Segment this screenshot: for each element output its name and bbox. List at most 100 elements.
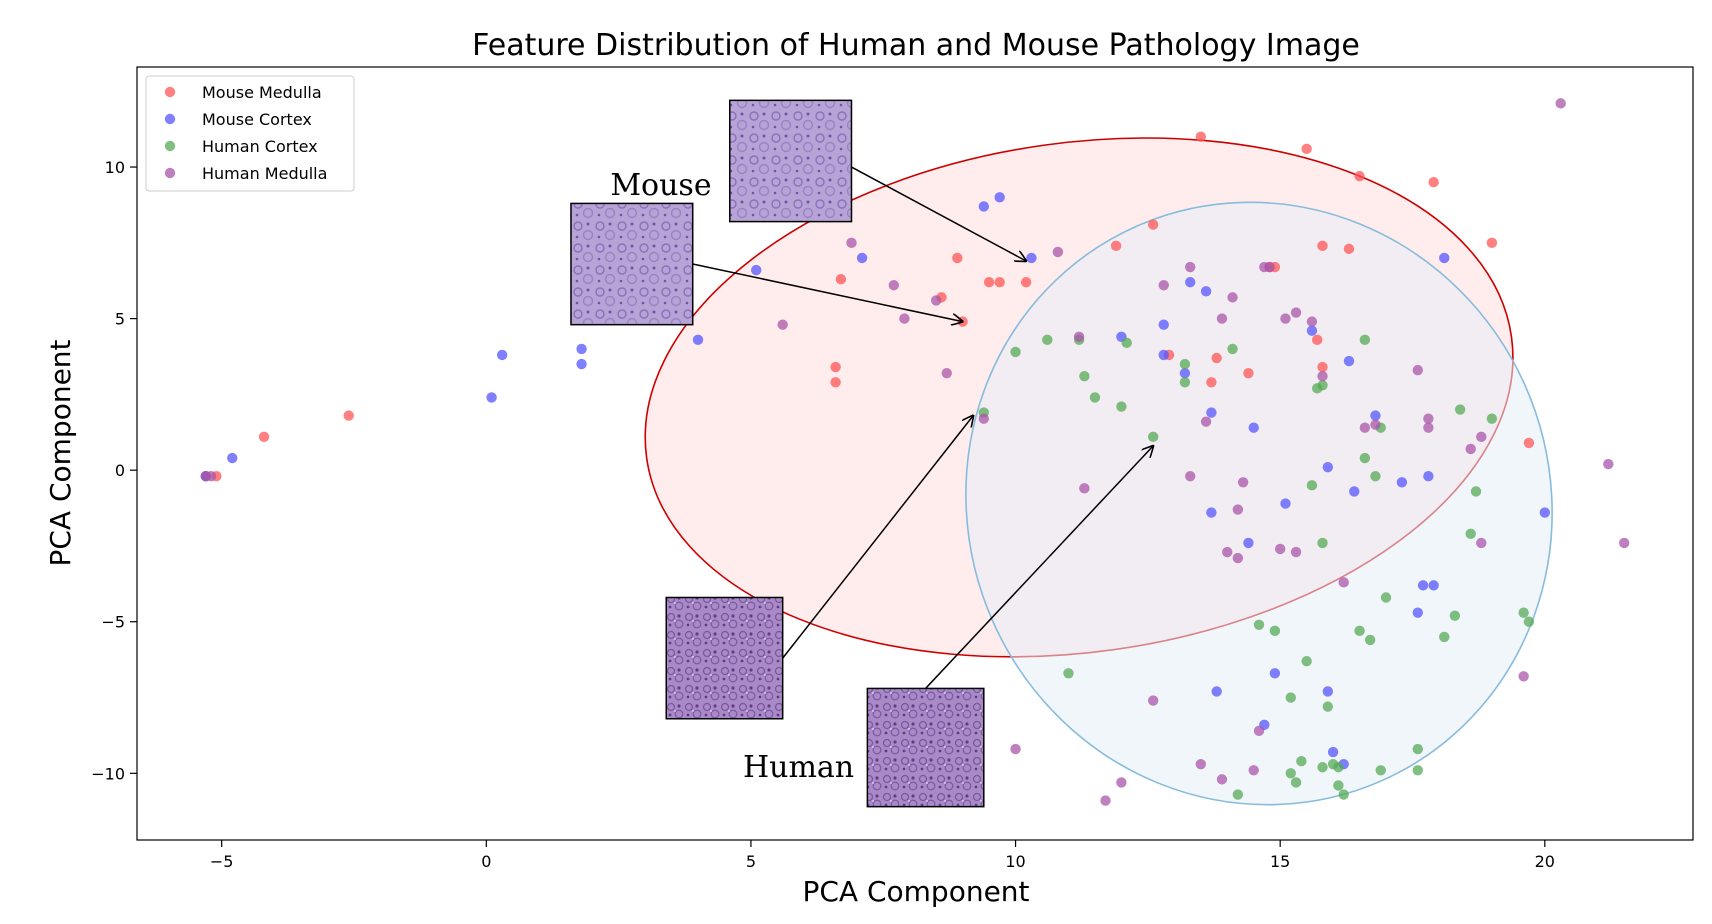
human-medulla-point — [1423, 413, 1434, 424]
mouse-cortex-point — [1396, 477, 1408, 488]
human-cortex-point — [1523, 616, 1535, 627]
human-cortex-point — [1454, 404, 1466, 415]
mouse-medulla-point — [1206, 377, 1217, 388]
human-medulla-point — [1232, 504, 1244, 515]
legend-marker — [164, 86, 176, 98]
human-cortex-point — [1359, 334, 1371, 346]
human-cortex-point — [1333, 780, 1344, 791]
human-medulla-point — [1603, 458, 1614, 470]
legend-marker — [164, 140, 176, 152]
mouse-cortex-point — [1248, 422, 1259, 433]
annotation-human: Human — [743, 750, 854, 785]
inset-image-1 — [729, 99, 853, 223]
mouse-cortex-point — [576, 358, 587, 370]
human-medulla-point — [1073, 331, 1085, 342]
mouse-cortex-point — [1412, 607, 1423, 618]
mouse-cortex-point — [1185, 277, 1196, 288]
x-tick-label: 15 — [1270, 852, 1290, 871]
human-cortex-point — [1010, 346, 1021, 358]
mouse-medulla-point — [1354, 170, 1365, 182]
mouse-cortex-point — [978, 201, 990, 212]
human-medulla-point — [1618, 537, 1630, 549]
mouse-cortex-point — [751, 264, 762, 276]
human-medulla-point — [1423, 422, 1434, 433]
human-medulla-point — [777, 319, 788, 330]
inset-image-2 — [570, 202, 694, 326]
legend: Mouse Medulla Mouse Cortex Human Cortex Hum… — [145, 75, 355, 192]
human-cortex-point — [1518, 607, 1529, 618]
human-medulla-point — [1370, 419, 1381, 430]
mouse-cortex-point — [1349, 486, 1360, 497]
mouse-cortex-point — [496, 349, 508, 361]
human-medulla-point — [1237, 477, 1249, 488]
human-cortex-point — [1486, 413, 1498, 424]
mouse-medulla-point — [830, 361, 841, 373]
human-cortex-point — [1121, 337, 1132, 349]
mouse-cortex-point — [1243, 537, 1254, 549]
human-cortex-point — [1306, 480, 1318, 491]
human-medulla-point — [1280, 313, 1291, 324]
human-cortex-point — [1359, 452, 1371, 464]
mouse-cortex-point — [994, 192, 1005, 203]
human-cortex-point — [1317, 380, 1328, 391]
y-tick-label: 0 — [115, 461, 125, 480]
mouse-cortex-point — [856, 252, 868, 264]
human-cortex-point — [1301, 655, 1312, 667]
mouse-medulla-point — [1312, 334, 1323, 346]
human-medulla-point — [1338, 577, 1349, 588]
human-cortex-point — [1089, 392, 1101, 403]
mouse-cortex-point — [692, 334, 704, 346]
human-cortex-point — [1375, 765, 1386, 776]
human-cortex-point — [1063, 668, 1074, 679]
mouse-cortex-point — [1428, 580, 1439, 591]
human-medulla-point — [1290, 546, 1302, 558]
mouse-medulla-point — [1523, 437, 1535, 449]
x-tick-label: 0 — [481, 852, 491, 871]
legend-label: Mouse Cortex — [202, 110, 312, 129]
human-medulla-point — [888, 280, 900, 291]
mouse-medulla-point — [830, 377, 841, 388]
y-tick-label: −5 — [101, 613, 125, 632]
human-cortex-point — [1364, 634, 1376, 646]
human-cortex-point — [1370, 471, 1381, 482]
x-tick-label: −5 — [210, 852, 234, 871]
mouse-medulla-point — [343, 410, 354, 421]
mouse-cortex-point — [486, 392, 497, 403]
mouse-cortex-point — [1206, 507, 1217, 518]
mouse-cortex-point — [1158, 349, 1169, 361]
human-cortex-point — [1317, 762, 1328, 773]
human-cortex-point — [1179, 377, 1191, 388]
human-medulla-point — [1290, 307, 1302, 318]
x-axis-label: PCA Component — [802, 875, 1029, 908]
scatter-points — [200, 98, 1630, 806]
human-medulla-point — [1222, 546, 1233, 558]
x-tick-label: 20 — [1535, 852, 1555, 871]
human-medulla-point — [1476, 431, 1487, 443]
human-cortex-point — [1449, 610, 1461, 621]
human-cortex-point — [1116, 401, 1127, 412]
human-cortex-point — [1470, 486, 1482, 497]
y-tick-label: −10 — [91, 764, 125, 783]
human-medulla-point — [1476, 537, 1487, 549]
mouse-cortex-point — [1327, 746, 1339, 758]
x-axis-ticks: −5 0 5 10 15 20 — [210, 840, 1555, 871]
legend-label: Human Medulla — [202, 164, 327, 183]
y-tick-label: 5 — [115, 310, 125, 329]
mouse-medulla-point — [1301, 143, 1312, 155]
inset-images — [570, 99, 1153, 808]
human-medulla-point — [1518, 671, 1529, 682]
human-cortex-point — [1412, 743, 1423, 755]
human-medulla-point — [1079, 483, 1090, 494]
mouse-cortex-point — [1322, 686, 1334, 697]
annotation-mouse: Mouse — [610, 168, 711, 203]
mouse-medulla-point — [835, 273, 847, 285]
mouse-medulla-point — [983, 277, 995, 288]
human-medulla-point — [1216, 774, 1228, 785]
human-medulla-point — [1555, 98, 1566, 109]
human-cortex-point — [1290, 777, 1302, 788]
human-medulla-point — [846, 237, 857, 249]
mouse-medulla-point — [1343, 243, 1355, 255]
mouse-cortex-point — [1417, 580, 1429, 591]
human-cortex-point — [1079, 371, 1090, 382]
